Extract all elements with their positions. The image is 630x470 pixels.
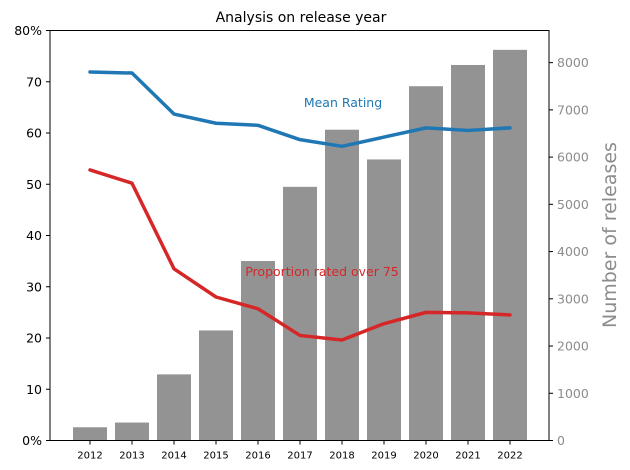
x-axis: 2012 2013 2014 2015 2016 2017 2018 2019 2020 2021… [77,440,523,462]
x-tick-label: 2016 [245,451,270,462]
right-tick-label: 4000 [557,244,589,259]
bar-2021 [451,64,485,441]
bar-2015 [199,330,233,441]
line-series-1 [88,70,512,149]
left-tick-label: 0% [22,433,42,448]
left-tick-label: 30 [26,279,42,294]
right-tick-label: 8000 [557,55,589,70]
bar-2014 [157,374,191,441]
line-labels: Mean Rating Proportion rated over 75 [245,95,399,279]
right-y-axis: 0 1000 2000 3000 4000 5000 6000 7000 8000 [549,55,589,448]
x-tick-label: 2014 [161,451,186,462]
left-tick-label: 40 [26,228,42,243]
right-tick-label: 7000 [557,102,589,117]
line-label-2: Proportion rated over 75 [245,264,399,279]
x-tick-label: 2013 [119,451,144,462]
x-tick-label: 2020 [413,451,438,462]
left-tick-label: 20 [26,331,42,346]
x-tick-label: 2022 [497,451,522,462]
x-tick-label: 2021 [455,451,480,462]
left-tick-label: 50 [26,177,42,192]
left-tick-label: 70 [26,74,42,89]
bar-2020 [409,86,443,441]
bar-2016 [241,261,275,441]
bar-2019 [367,159,401,441]
right-tick-label: 2000 [557,339,589,354]
bar-2013 [115,422,149,441]
x-tick-label: 2017 [287,451,312,462]
line-series-2 [88,168,512,342]
x-tick-label: 2018 [329,451,354,462]
x-tick-label: 2019 [371,451,396,462]
bar-2022 [493,49,527,441]
bar-2017 [283,186,317,441]
bar-2018 [325,129,359,441]
right-tick-label: 0 [557,433,565,448]
right-tick-label: 1000 [557,386,589,401]
chart-title: Analysis on release year [216,10,387,26]
left-tick-label: 80% [14,23,42,38]
left-tick-label: 60 [26,126,42,141]
right-tick-label: 6000 [557,150,589,165]
right-axis-label: Number of releases [599,142,621,328]
x-tick-label: 2012 [77,451,102,462]
x-tick-label: 2015 [203,451,228,462]
left-y-axis: 0% 10 20 30 40 50 60 70 80% [14,23,50,448]
left-tick-label: 10 [26,382,42,397]
right-tick-label: 3000 [557,291,589,306]
bar-2012 [73,427,107,441]
bars-layer [73,49,527,441]
line-label-1: Mean Rating [304,95,382,110]
right-tick-label: 5000 [557,197,589,212]
lines-layer [88,70,512,342]
